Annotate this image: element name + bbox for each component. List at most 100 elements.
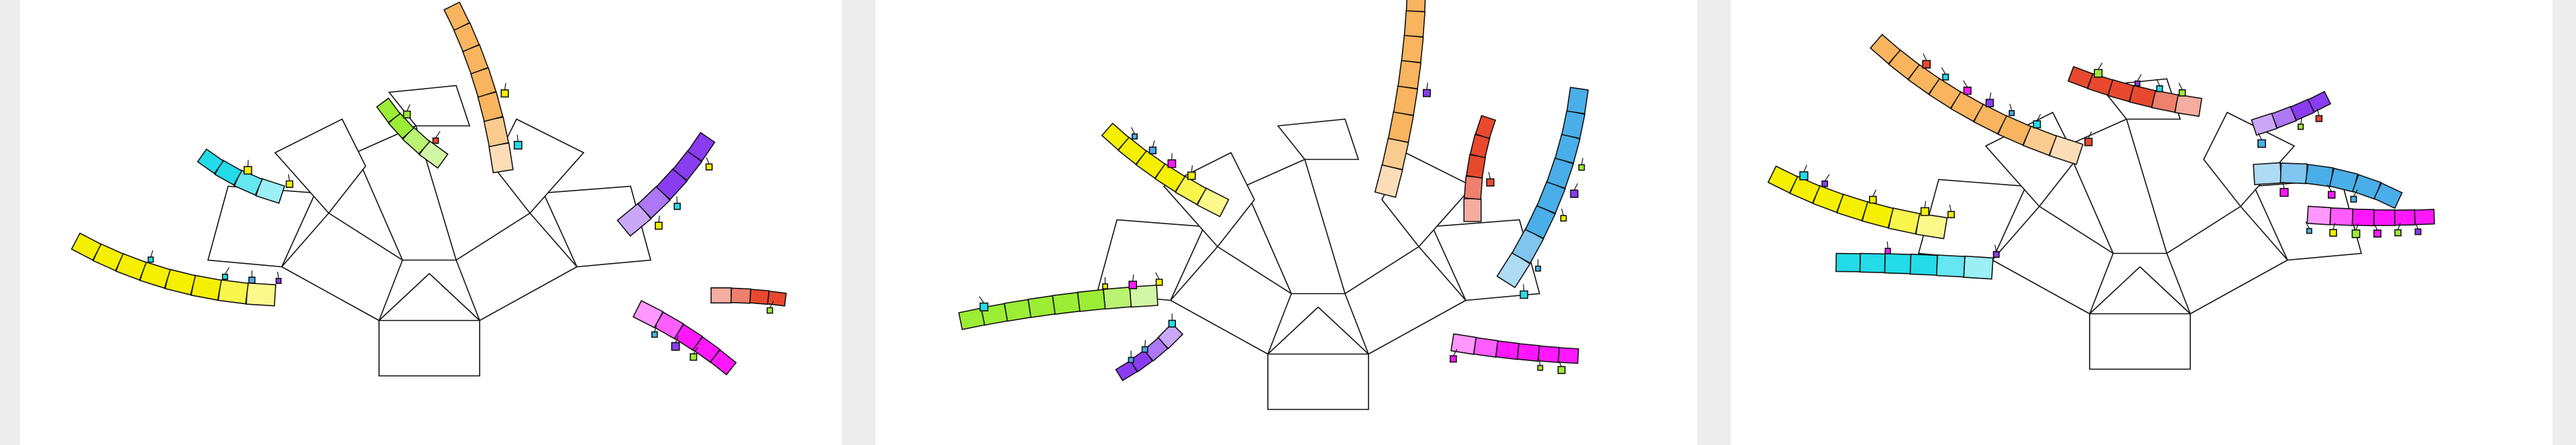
twig-line: [1452, 348, 1458, 356]
tree-panel-3: [1731, 0, 2553, 445]
twig-square: [1537, 364, 1544, 371]
twig-square: [674, 203, 681, 210]
twig-square: [1519, 290, 1529, 299]
twig-line: [675, 336, 679, 343]
twig-square: [1560, 215, 1567, 222]
twig-square: [1920, 207, 1930, 216]
twig-square: [651, 331, 658, 338]
twig-line: [2316, 109, 2320, 116]
twig-line: [1155, 272, 1160, 280]
twig-line: [1994, 244, 1997, 252]
twig-line: [693, 346, 698, 354]
twig-line: [979, 296, 985, 303]
twig-line: [1574, 183, 1578, 191]
branch-5-segment: [197, 148, 225, 175]
twig-square: [2414, 228, 2422, 236]
twig-line: [2300, 117, 2303, 125]
twig-square: [275, 277, 282, 285]
twig-line: [435, 131, 441, 138]
branch-4-segment: [710, 287, 732, 304]
lattice-cell: [542, 185, 652, 268]
twig-line: [2257, 132, 2263, 140]
twig-square: [2033, 120, 2041, 129]
branch-4-segment: [1472, 337, 1499, 358]
twig-line: [2353, 189, 2358, 197]
tree-2: [958, 0, 1589, 410]
branch-3-segment: [1536, 181, 1566, 214]
twig-square: [979, 302, 989, 311]
twig-square: [2315, 115, 2323, 122]
branch-1-segment: [1397, 60, 1421, 90]
branch-0-segment: [1870, 34, 1901, 65]
branch-1-segment: [1393, 85, 1419, 116]
twig-line: [1152, 140, 1155, 148]
twig-square: [1942, 73, 1949, 81]
branch-1-segment: [443, 1, 470, 32]
twig-line: [2305, 221, 2310, 229]
lattice-cell: [1991, 205, 2114, 315]
twig-square: [1570, 189, 1578, 198]
root-square: [378, 319, 480, 377]
branch-4-segment: [1558, 347, 1579, 364]
branch-6-segment: [1115, 360, 1138, 381]
twig-line: [2098, 62, 2103, 70]
twig-line: [2373, 223, 2378, 231]
twig-line: [1963, 80, 1968, 88]
twig-line: [2282, 181, 2285, 189]
branch-1-segment: [1405, 0, 1426, 13]
twig-square: [2350, 195, 2357, 203]
twig-square: [1102, 283, 1108, 290]
pythagoras-tree-3: [1767, 34, 2435, 370]
branch-3-segment: [2253, 162, 2282, 185]
twig-line: [1872, 189, 1877, 197]
twig-square: [513, 140, 523, 150]
branch-3-segment: [709, 349, 737, 376]
twig-line: [2156, 79, 2160, 87]
twig-square: [2156, 85, 2163, 93]
lattice-cell: [280, 212, 403, 322]
branch-2-segment: [672, 150, 703, 182]
branch-4-segment: [730, 287, 751, 304]
branch-1-segment: [1387, 111, 1415, 143]
branch-5-segment: [1463, 175, 1483, 200]
tree-3: [1767, 34, 2435, 370]
branch-2-segment: [1859, 252, 1886, 273]
twig-line: [1803, 164, 1807, 172]
twig-square: [148, 256, 154, 263]
branch-4-segment: [2306, 205, 2332, 226]
twig-line: [2036, 113, 2041, 121]
twig-square: [1131, 133, 1138, 140]
twig-square: [285, 180, 294, 188]
twig-square: [2329, 229, 2337, 237]
twig-square: [1884, 248, 1891, 254]
twig-line: [654, 325, 657, 332]
branch-2-segment: [1101, 122, 1130, 151]
branch-5-segment: [2067, 66, 2094, 89]
branch-2-segment: [1884, 253, 1912, 275]
twig-square: [2373, 229, 2382, 238]
twig-square: [500, 89, 509, 98]
twig-square: [671, 342, 680, 351]
twig-line: [1191, 165, 1193, 172]
tree-panel-1: [20, 0, 842, 445]
twig-square: [1799, 171, 1809, 181]
twig-square: [1963, 87, 1972, 95]
branch-1-segment: [483, 116, 510, 148]
twig-line: [1824, 174, 1830, 182]
lattice-cell: [2166, 205, 2289, 315]
branch-0-segment: [70, 232, 102, 261]
twig-square: [1922, 60, 1931, 69]
twig-square: [766, 307, 773, 314]
twig-line: [1488, 172, 1491, 179]
twig-line: [150, 250, 154, 258]
twig-square: [1155, 279, 1163, 286]
twig-square: [705, 163, 713, 170]
pythagoras-tree-1: [70, 1, 787, 377]
twig-line: [1581, 158, 1584, 165]
pythagoras-tree-2: [958, 0, 1589, 410]
twig-square: [654, 221, 663, 230]
branch-3-segment: [1496, 251, 1531, 289]
branch-4-segment: [2373, 209, 2396, 226]
twig-square: [1486, 178, 1495, 187]
twig-square: [1869, 195, 1877, 204]
